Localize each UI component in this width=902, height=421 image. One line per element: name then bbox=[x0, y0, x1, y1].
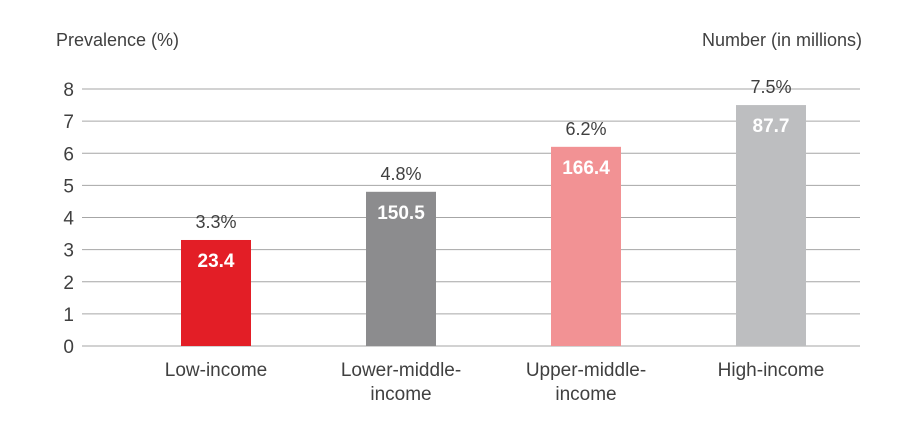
y-tick-label: 1 bbox=[63, 305, 74, 326]
bar bbox=[736, 105, 806, 346]
y-tick-label: 5 bbox=[63, 176, 74, 197]
y-tick-label: 8 bbox=[63, 80, 74, 101]
percent-label: 3.3% bbox=[195, 212, 236, 232]
bar bbox=[366, 191, 436, 346]
category-label: income bbox=[555, 384, 616, 405]
percent-label: 6.2% bbox=[565, 119, 606, 139]
bars bbox=[181, 105, 806, 346]
y-tick-label: 0 bbox=[63, 337, 74, 358]
y-tick-label: 2 bbox=[63, 273, 74, 294]
y-tick-label: 7 bbox=[63, 112, 74, 133]
y-tick-label: 6 bbox=[63, 144, 74, 165]
x-axis-categories: Low-income Lower-middle-income Upper-middl… bbox=[165, 360, 825, 405]
y-axis-ticks: 0 1 2 3 4 5 6 7 8 bbox=[63, 80, 74, 358]
bar bbox=[181, 239, 251, 346]
number-label: 87.7 bbox=[753, 116, 790, 137]
category-label: High-income bbox=[718, 360, 825, 381]
right-axis-title: Number (in millions) bbox=[702, 30, 862, 50]
data-labels: 3.3% 23.4 4.8% 150.5 6.2% 166.4 7.5% 87.7 bbox=[195, 77, 791, 272]
bar bbox=[551, 146, 621, 346]
number-label: 150.5 bbox=[377, 203, 425, 224]
y-tick-label: 4 bbox=[63, 209, 74, 230]
category-label: Upper-middle- bbox=[526, 360, 646, 381]
y-tick-label: 3 bbox=[63, 241, 74, 262]
number-label: 23.4 bbox=[198, 251, 235, 272]
category-label: income bbox=[370, 384, 431, 405]
percent-label: 4.8% bbox=[380, 164, 421, 184]
y-axis-title: Prevalence (%) bbox=[56, 30, 179, 50]
category-label: Lower-middle- bbox=[341, 360, 461, 381]
percent-label: 7.5% bbox=[750, 77, 791, 97]
number-label: 166.4 bbox=[562, 158, 610, 179]
category-label: Low-income bbox=[165, 360, 267, 381]
